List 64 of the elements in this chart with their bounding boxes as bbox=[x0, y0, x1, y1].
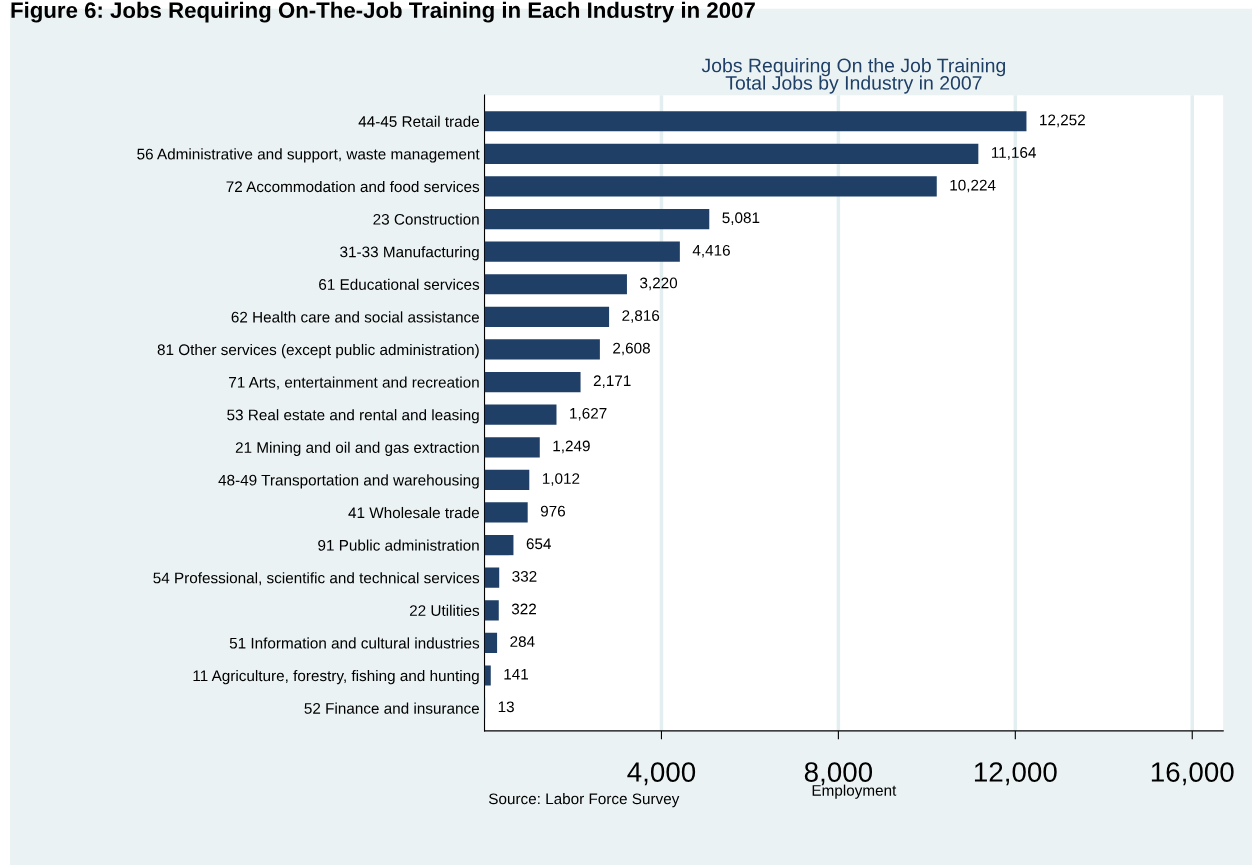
y-tick-label: 81 Other services (except public administration) bbox=[157, 343, 479, 359]
bar bbox=[484, 665, 491, 686]
y-tick-label: 72 Accommodation and food services bbox=[226, 180, 480, 193]
data-label: 141 bbox=[504, 668, 529, 680]
data-label: 2,816 bbox=[622, 310, 660, 323]
data-label: 322 bbox=[511, 603, 536, 615]
y-tick-label: 62 Health care and social assistance bbox=[231, 311, 479, 323]
bar bbox=[484, 534, 514, 556]
y-tick-label: 23 Construction bbox=[373, 213, 479, 225]
y-tick-label: 41 Wholesale trade bbox=[348, 506, 479, 519]
y-tick-label: 91 Public administration bbox=[318, 539, 479, 551]
x-tick-label: 12,000 bbox=[974, 762, 1057, 786]
bar bbox=[484, 208, 710, 230]
y-tick-label: 54 Professional, scientific and technical services bbox=[153, 572, 480, 586]
y-tick-label: 52 Finance and insurance bbox=[304, 702, 479, 714]
data-label: 1,012 bbox=[542, 473, 580, 486]
y-tick-label: 21 Mining and oil and gas extraction bbox=[235, 441, 479, 456]
bar bbox=[484, 274, 627, 295]
data-label: 12,252 bbox=[1040, 114, 1085, 128]
data-label: 1,627 bbox=[570, 407, 607, 421]
bar bbox=[484, 404, 557, 425]
y-tick-label: 31-33 Manufacturing bbox=[340, 246, 479, 261]
bar bbox=[484, 111, 1027, 132]
x-tick-label: 8,000 bbox=[804, 762, 873, 786]
data-label: 976 bbox=[540, 505, 566, 517]
bar bbox=[484, 469, 530, 490]
bar bbox=[484, 143, 979, 164]
bar bbox=[484, 339, 600, 360]
bar bbox=[484, 176, 937, 197]
data-label: 2,608 bbox=[613, 342, 650, 356]
data-label: 284 bbox=[510, 636, 535, 647]
x-tick-label: 4,000 bbox=[627, 762, 696, 786]
bar bbox=[484, 502, 528, 523]
x-axis-title: Employment bbox=[812, 784, 897, 799]
y-tick-label: 22 Utilities bbox=[409, 604, 480, 616]
data-label: 332 bbox=[512, 570, 537, 582]
data-label: 3,220 bbox=[640, 277, 678, 291]
data-label: 10,224 bbox=[950, 179, 996, 193]
bar bbox=[484, 437, 540, 458]
bar bbox=[484, 306, 610, 327]
y-tick-label: 71 Arts, entertainment and recreation bbox=[229, 376, 479, 390]
bar bbox=[484, 371, 581, 393]
data-label: 2,171 bbox=[593, 375, 631, 388]
y-tick-label: 56 Administrative and support, waste management bbox=[137, 148, 480, 163]
y-tick-label: 44-45 Retail trade bbox=[358, 115, 479, 127]
data-label: 4,416 bbox=[692, 244, 730, 258]
bar bbox=[484, 600, 499, 621]
y-tick-label: 61 Educational services bbox=[319, 278, 480, 290]
bar bbox=[484, 241, 680, 262]
data-label: 1,249 bbox=[553, 440, 590, 454]
chart-title: Figure 6: Jobs Requiring On-The-Job Training in Each Industry in 2007 bbox=[11, 1, 755, 23]
y-tick-label: 11 Agriculture, forestry, fishing and hunting bbox=[193, 669, 479, 685]
data-label: 654 bbox=[526, 538, 551, 550]
y-tick-label: 51 Information and cultural industries bbox=[229, 637, 480, 649]
source-note: Source: Labor Force Survey bbox=[488, 793, 680, 808]
data-label: 11,164 bbox=[992, 147, 1036, 160]
bar bbox=[484, 567, 500, 588]
y-tick-label: 53 Real estate and rental and leasing bbox=[227, 409, 479, 424]
x-tick-label: 16,000 bbox=[1151, 762, 1234, 786]
data-label: 5,081 bbox=[722, 212, 760, 225]
chart-subtitle: Jobs Requiring On the Job Training Total Jobs by Industry in 2007 bbox=[701, 58, 1006, 94]
bar bbox=[484, 632, 498, 653]
data-label: 13 bbox=[498, 701, 514, 713]
y-tick-label: 48-49 Transportation and warehousing bbox=[218, 474, 479, 489]
